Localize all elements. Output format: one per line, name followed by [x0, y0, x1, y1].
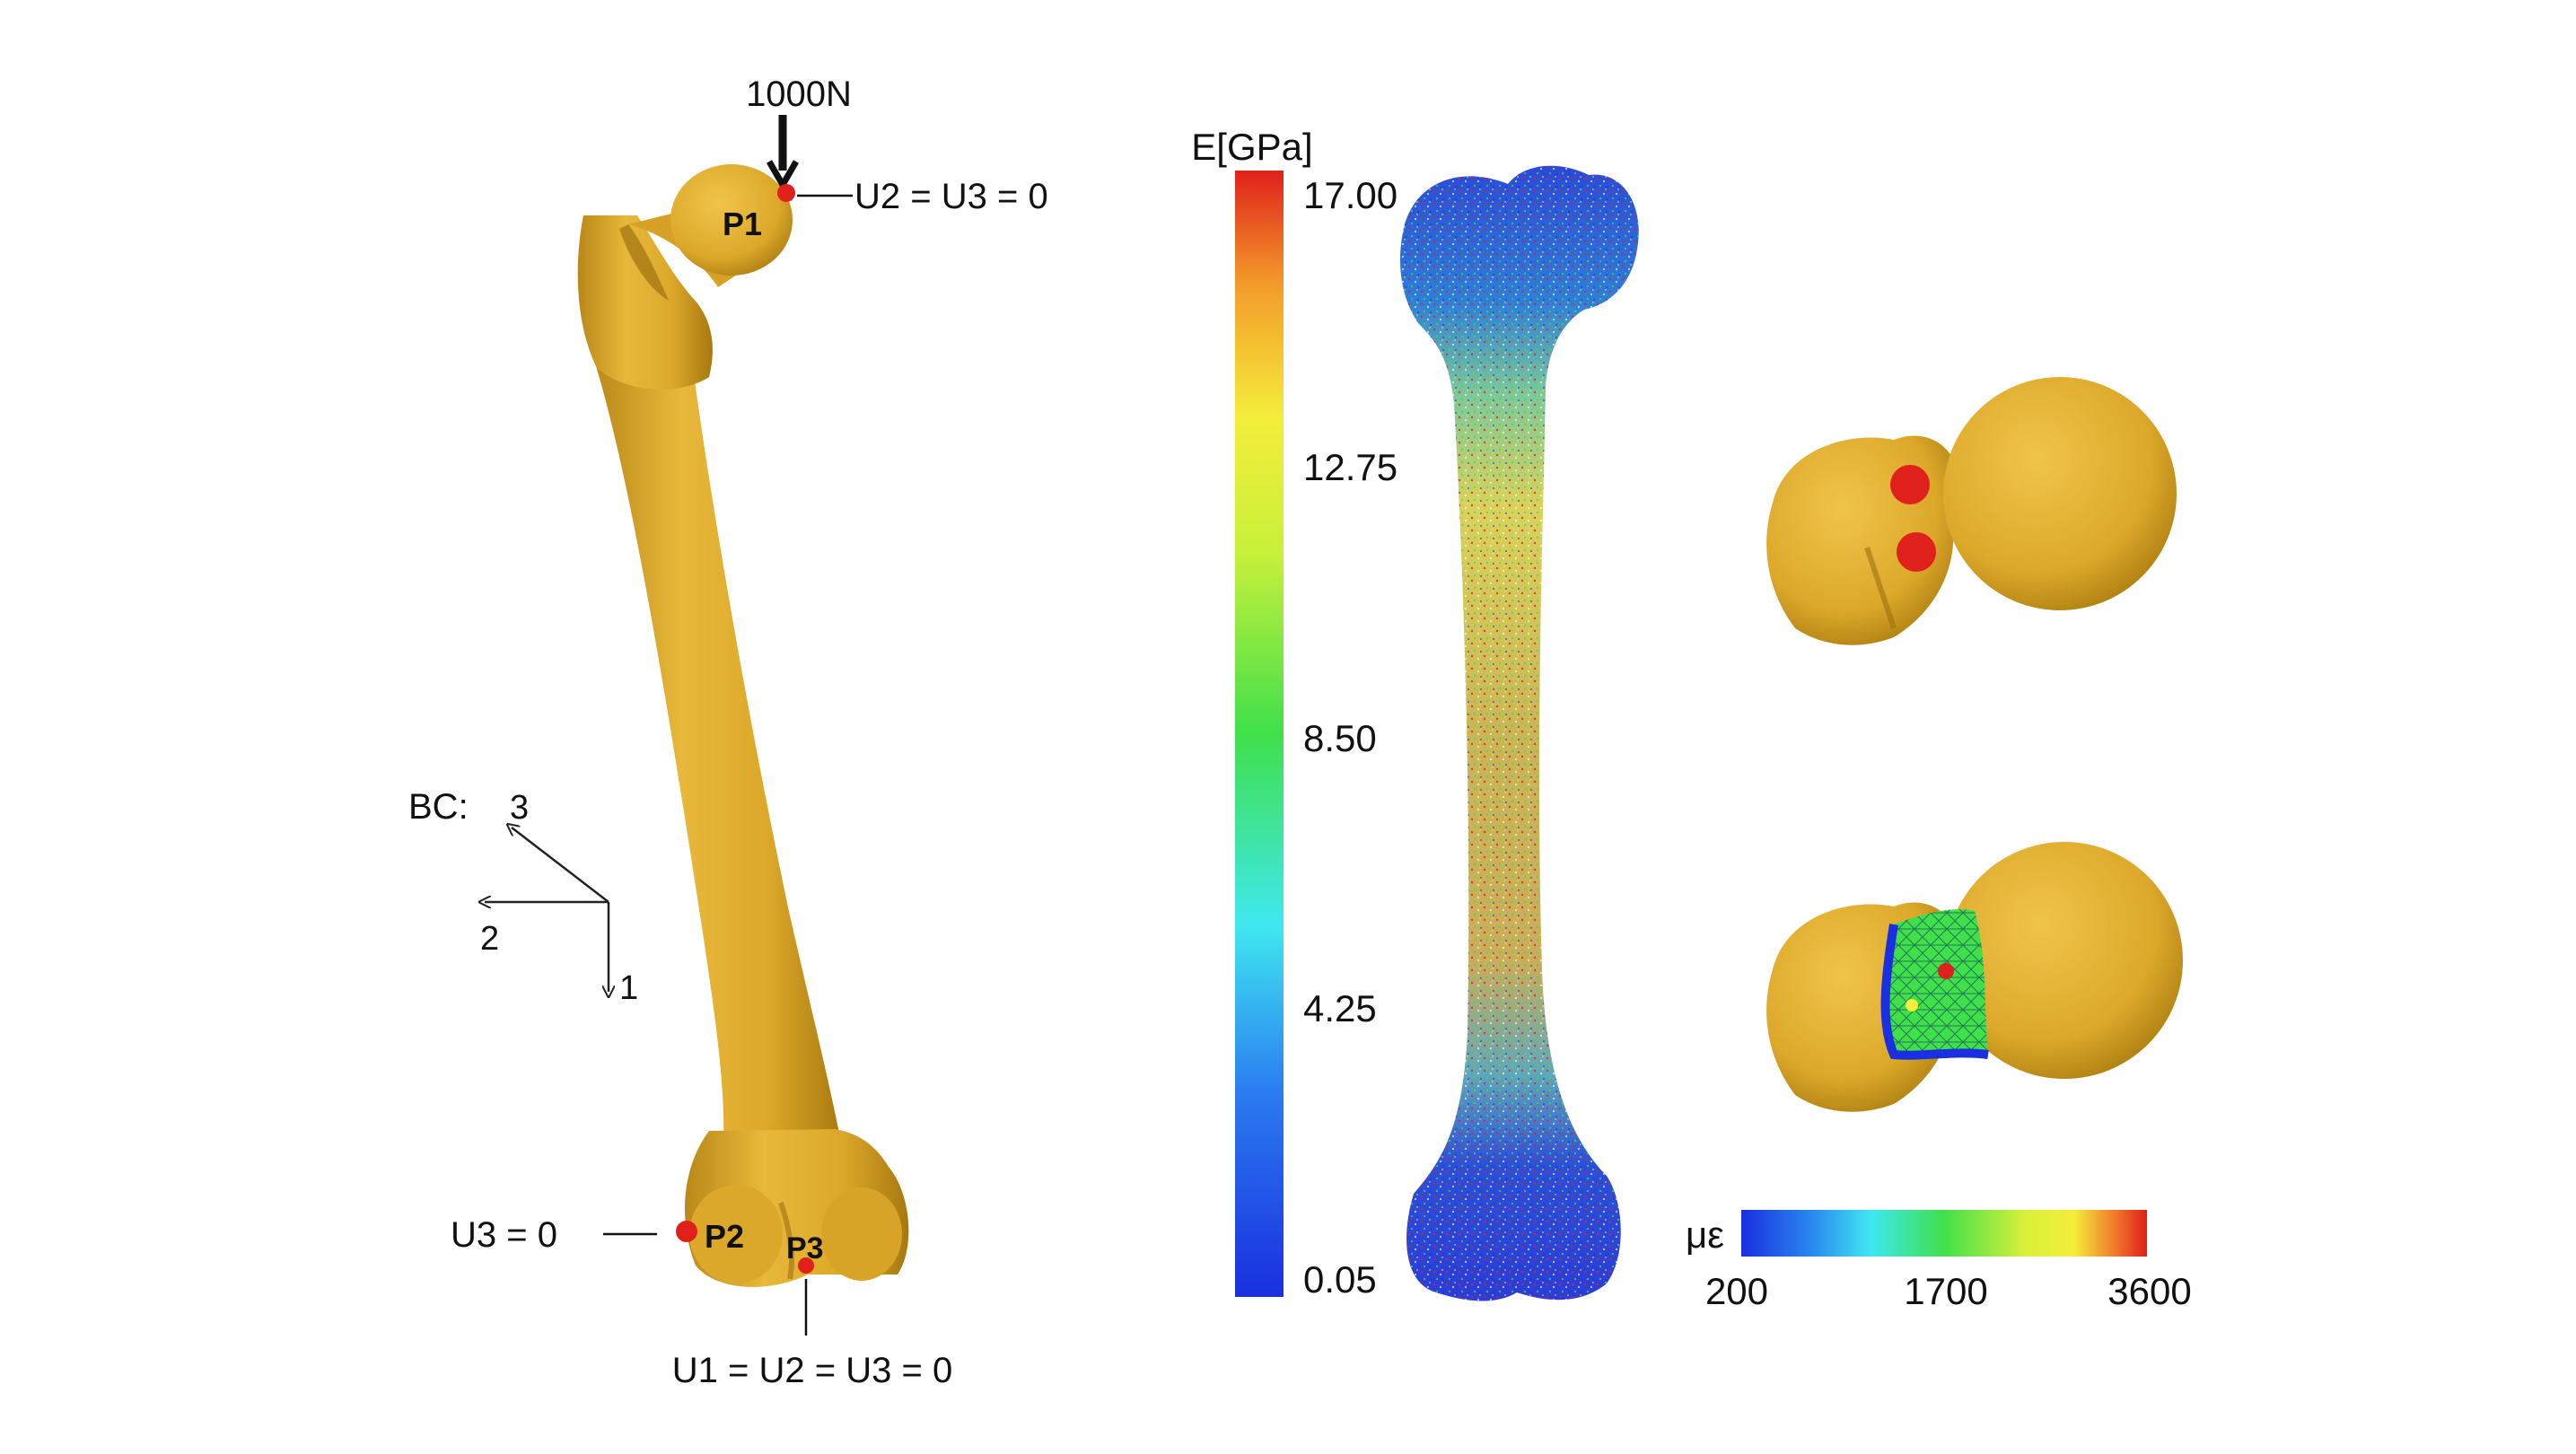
load-label: 1000N: [746, 74, 852, 114]
modulus-tick-17: 17.00: [1303, 174, 1398, 216]
strain-unit: με: [1686, 1213, 1724, 1256]
modulus-colorbar: E[GPa] 17.00 12.75 8.50 4.25 0.05: [1191, 126, 1398, 1301]
strain-tick-3600: 3600: [2107, 1270, 2191, 1312]
strain-color-ramp: [1741, 1210, 2147, 1257]
head-marker-lower: [1897, 532, 1936, 572]
p3-marker: [798, 1257, 814, 1274]
strain-tick-200: 200: [1705, 1270, 1768, 1312]
axis-1-label: 1: [619, 969, 638, 1007]
femur-model: [577, 164, 909, 1287]
p2-marker: [676, 1221, 697, 1242]
strain-tick-1700: 1700: [1904, 1270, 1987, 1312]
head-view-strain: [1766, 842, 2183, 1112]
coord-prefix: BC:: [408, 787, 469, 827]
head-marker-upper: [1890, 465, 1930, 504]
modulus-color-ramp: [1235, 171, 1284, 1297]
p2-label: P2: [705, 1218, 744, 1255]
modulus-tick-8-5: 8.50: [1303, 717, 1377, 759]
strain-colorbar: με 200 1700 3600: [1686, 1210, 2192, 1312]
head-view-markers: [1766, 377, 2177, 645]
coordinate-system: BC: 3 2 1: [408, 787, 638, 1007]
modulus-tick-labels: 17.00 12.75 8.50 4.25 0.05: [1303, 174, 1398, 1301]
modulus-title: E[GPa]: [1191, 126, 1312, 168]
p3-constraint: U1 = U2 = U3 = 0: [672, 1351, 952, 1390]
p1-marker: [777, 184, 795, 202]
modulus-mapped-femur: [1400, 165, 1639, 1301]
modulus-tick-4-25: 4.25: [1303, 987, 1377, 1029]
femur-bc-panel: 1000N U2 = U3 = 0 P1 U3 = 0 P2 P3 U1 = U…: [408, 74, 1048, 1390]
modulus-tick-12-75: 12.75: [1303, 446, 1398, 488]
p3-label: P3: [786, 1231, 824, 1266]
axis-2-label: 2: [480, 920, 499, 958]
p1-constraint: U2 = U3 = 0: [854, 177, 1048, 216]
p2-constraint: U3 = 0: [451, 1215, 557, 1255]
modulus-tick-0-05: 0.05: [1303, 1258, 1377, 1301]
p1-label: P1: [723, 206, 762, 242]
axis-3-label: 3: [510, 789, 529, 827]
